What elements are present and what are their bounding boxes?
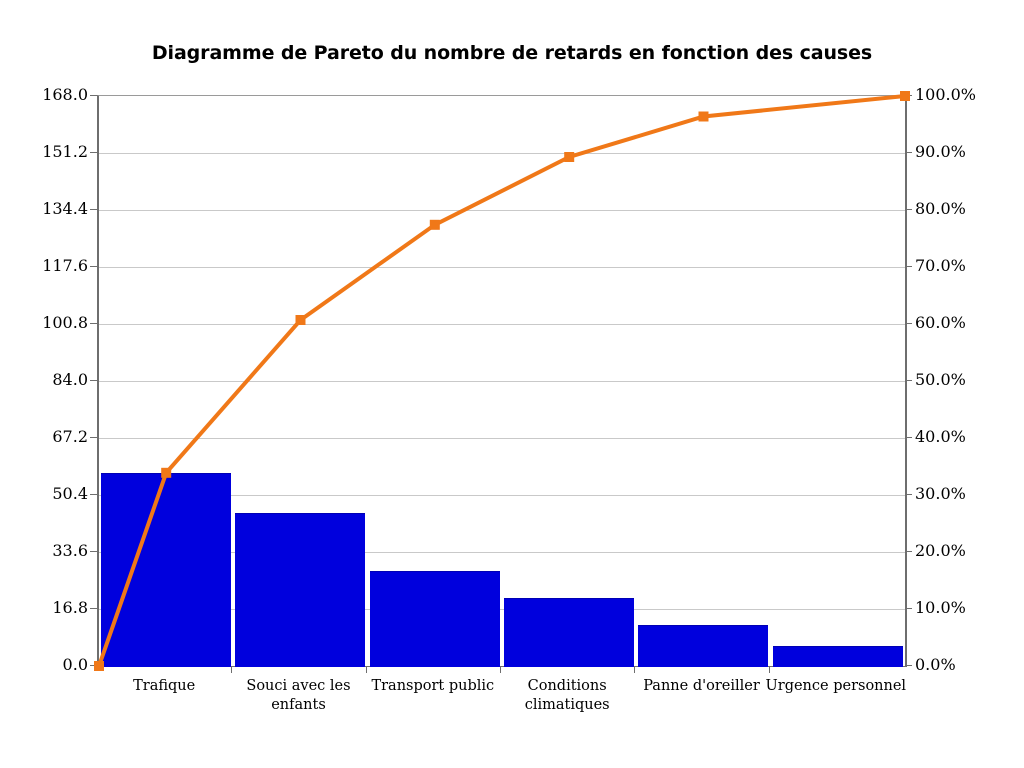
y-axis-left-tick: [90, 551, 97, 552]
gridline: [99, 495, 905, 496]
y-axis-left-tick-label: 0.0: [62, 655, 88, 674]
gridline: [99, 381, 905, 382]
y-axis-right-tick: [905, 209, 912, 210]
y-axis-left-tick-label: 50.4: [52, 484, 88, 503]
y-axis-left-tick-label: 67.2: [52, 427, 88, 446]
x-axis-tick: [366, 666, 367, 673]
y-axis-left-tick-label: 100.8: [42, 313, 88, 332]
y-axis-left-tick: [90, 494, 97, 495]
bar: [101, 473, 231, 667]
line-marker: [564, 152, 575, 162]
y-axis-left-tick: [90, 323, 97, 324]
y-axis-left-tick: [90, 608, 97, 609]
y-axis-left-tick-label: 134.4: [42, 199, 88, 218]
gridline: [99, 609, 905, 610]
bar: [773, 646, 903, 667]
x-axis-category-label: Transport public: [354, 677, 512, 696]
gridline: [99, 324, 905, 325]
cumulative-line-series: [94, 91, 910, 671]
line-marker: [698, 111, 709, 122]
line-marker: [161, 467, 172, 478]
y-axis-right-tick-label: 0.0%: [915, 655, 956, 674]
line-marker: [429, 219, 440, 230]
x-axis-category-line: Trafique: [133, 678, 196, 694]
bar: [235, 513, 365, 667]
y-axis-left-tick-label: 16.8: [52, 598, 88, 617]
gridline: [99, 153, 905, 154]
y-axis-right-tick: [905, 437, 912, 438]
line-marker: [94, 661, 104, 671]
y-axis-left-tick: [90, 380, 97, 381]
bar: [504, 598, 634, 667]
y-axis-right-tick-label: 100.0%: [915, 85, 977, 104]
x-axis-tick: [500, 666, 501, 673]
gridline: [99, 267, 905, 268]
y-axis-right-tick: [905, 152, 912, 153]
y-axis-left-tick-label: 84.0: [52, 370, 88, 389]
y-axis-left-tick: [90, 266, 97, 267]
x-axis-category-line: Urgence personnel: [765, 678, 907, 694]
x-axis-category-line: Souci avec les enfants: [246, 678, 351, 713]
x-axis-category-label: Souci avec les enfants: [219, 677, 377, 715]
y-axis-right-tick: [905, 494, 912, 495]
y-axis-right-tick: [905, 266, 912, 267]
bar: [370, 571, 500, 667]
y-axis-right-tick-label: 30.0%: [915, 484, 966, 503]
y-axis-left-tick: [90, 95, 97, 96]
y-axis-left-tick: [90, 209, 97, 210]
x-axis-category-line: Conditions: [527, 678, 607, 694]
y-axis-right-tick: [905, 380, 912, 381]
x-axis-category-line: Transport public: [371, 678, 495, 694]
y-axis-right-tick: [905, 323, 912, 324]
y-axis-right-tick-label: 60.0%: [915, 313, 966, 332]
x-axis-tick: [231, 666, 232, 673]
y-axis-left-tick: [90, 152, 97, 153]
y-axis-right-tick: [905, 551, 912, 552]
x-axis-tick: [634, 666, 635, 673]
y-axis-right-tick-label: 10.0%: [915, 598, 966, 617]
y-axis-left-tick-label: 151.2: [42, 142, 88, 161]
chart-title: Diagramme de Pareto du nombre de retards…: [151, 42, 873, 64]
gridline: [99, 552, 905, 553]
y-axis-right-tick: [905, 608, 912, 609]
y-axis-right-tick-label: 70.0%: [915, 256, 966, 275]
x-axis-category-label: Conditions climatiques: [488, 677, 646, 715]
line-marker: [900, 91, 910, 101]
bar: [638, 625, 768, 667]
y-axis-right-tick-label: 20.0%: [915, 541, 966, 560]
y-axis-right-tick: [905, 665, 912, 666]
x-axis-category-label: Urgence personnel: [757, 677, 915, 696]
x-axis-category-label: Trafique: [85, 677, 243, 696]
y-axis-right-tick-label: 50.0%: [915, 370, 966, 389]
x-axis-category-line: Panne d'oreiller: [643, 678, 760, 694]
x-axis-category-line: climatiques: [524, 697, 610, 713]
y-axis-right-tick-label: 90.0%: [915, 142, 966, 161]
x-axis-tick: [769, 666, 770, 673]
y-axis-left-tick-label: 117.6: [42, 256, 88, 275]
y-axis-right-tick-label: 40.0%: [915, 427, 966, 446]
y-axis-right-tick-label: 80.0%: [915, 199, 966, 218]
y-axis-left-tick: [90, 665, 97, 666]
y-axis-left-tick-label: 168.0: [42, 85, 88, 104]
y-axis-left-tick: [90, 437, 97, 438]
y-axis-left-tick-label: 33.6: [52, 541, 88, 560]
plot-area: [94, 91, 910, 671]
gridline: [99, 210, 905, 211]
cumulative-line: [97, 94, 906, 667]
x-axis-category-label: Panne d'oreiller: [622, 677, 780, 696]
gridline: [99, 438, 905, 439]
line-marker: [295, 315, 306, 325]
